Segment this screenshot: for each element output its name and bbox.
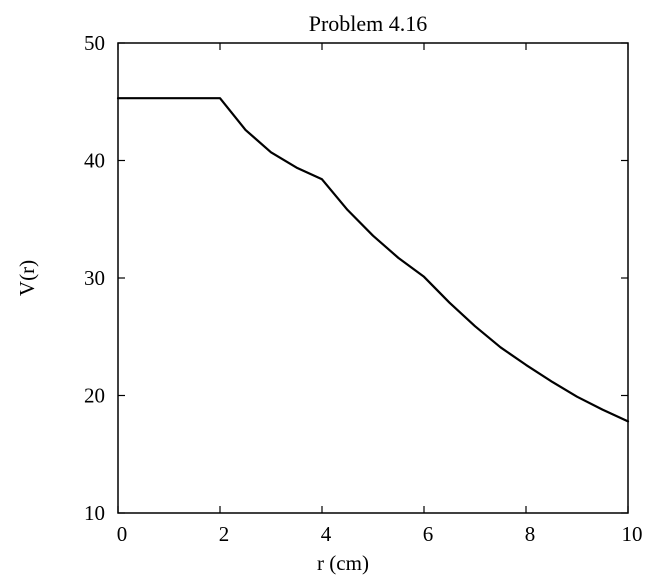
series-line <box>116 97 630 423</box>
y-tick-label: 50 <box>84 31 105 55</box>
chart-title: Problem 4.16 <box>309 11 428 36</box>
x-tick-label: 0 <box>117 522 128 546</box>
y-tick-label: 10 <box>84 501 105 525</box>
plot-frame <box>117 42 629 514</box>
x-tick-label: 8 <box>525 522 536 546</box>
y-axis-title: V(r) <box>15 260 39 296</box>
y-tick-label: 30 <box>84 266 105 290</box>
y-tick-label: 20 <box>84 384 105 408</box>
x-tick-label: 2 <box>219 522 230 546</box>
x-tick-label: 4 <box>321 522 332 546</box>
y-tick-label: 40 <box>84 149 105 173</box>
x-tick-label: 6 <box>423 522 434 546</box>
x-axis-title: r (cm) <box>317 551 369 575</box>
x-tick-label: 10 <box>622 522 643 546</box>
